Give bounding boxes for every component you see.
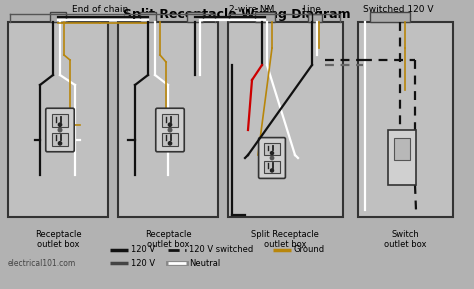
Text: Split Receptacle
outlet box: Split Receptacle outlet box [251, 230, 319, 249]
Bar [187, 12, 203, 22]
Circle shape [58, 142, 62, 145]
Bar [388, 130, 416, 185]
Bar [8, 22, 108, 217]
Bar [370, 12, 410, 22]
Bar [228, 22, 343, 217]
FancyBboxPatch shape [46, 108, 74, 152]
Text: Switched 120 V: Switched 120 V [363, 5, 433, 14]
Circle shape [168, 128, 172, 132]
Bar [162, 114, 178, 127]
Text: Split Receptacle Wiring Diagram: Split Receptacle Wiring Diagram [123, 8, 351, 21]
Circle shape [168, 123, 172, 126]
Circle shape [58, 128, 62, 132]
FancyBboxPatch shape [259, 138, 285, 178]
Bar [394, 138, 410, 160]
Text: 120 V: 120 V [131, 245, 155, 255]
Text: Neutral: Neutral [189, 258, 220, 268]
Bar [358, 22, 453, 217]
Bar [264, 161, 280, 173]
Text: 120 V switched: 120 V switched [189, 245, 253, 255]
Bar [308, 14, 322, 22]
Circle shape [168, 142, 172, 145]
Text: Switch
outlet box: Switch outlet box [384, 230, 426, 249]
Text: Receptacle
outlet box: Receptacle outlet box [145, 230, 191, 249]
Text: 120 V: 120 V [131, 258, 155, 268]
Bar [52, 133, 68, 146]
Text: electrical101.com: electrical101.com [8, 260, 76, 268]
Circle shape [58, 123, 62, 126]
Bar [50, 12, 66, 22]
Text: Ground: Ground [294, 245, 325, 255]
Circle shape [271, 151, 273, 155]
Bar [255, 12, 275, 22]
Bar [162, 133, 178, 146]
Text: End of chain: End of chain [72, 5, 128, 14]
Bar [140, 12, 156, 22]
Text: Receptacle
outlet box: Receptacle outlet box [35, 230, 82, 249]
FancyBboxPatch shape [156, 108, 184, 152]
Bar [264, 143, 280, 155]
Circle shape [271, 169, 273, 172]
Bar [118, 22, 218, 217]
Text: 2-wire NM: 2-wire NM [229, 5, 275, 14]
Text: Line: Line [302, 5, 321, 14]
Bar [52, 114, 68, 127]
Circle shape [270, 156, 273, 160]
